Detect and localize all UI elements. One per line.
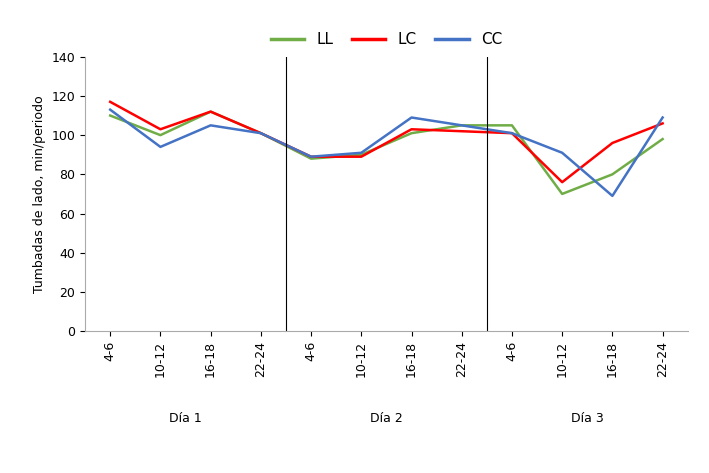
LC <box>257 131 265 136</box>
CC <box>659 114 667 120</box>
CC <box>257 131 265 136</box>
Line: LL: LL <box>110 112 663 194</box>
LL <box>206 109 215 114</box>
LL <box>457 123 466 128</box>
LC <box>457 128 466 134</box>
LL <box>608 172 617 177</box>
CC <box>508 131 516 136</box>
Text: Día 3: Día 3 <box>571 412 603 425</box>
LL <box>357 152 366 158</box>
LC <box>508 131 516 136</box>
LC <box>608 140 617 146</box>
LL <box>106 113 114 118</box>
LL <box>307 156 316 161</box>
CC <box>407 114 415 120</box>
LL <box>558 191 566 197</box>
LL <box>659 136 667 142</box>
CC <box>558 150 566 156</box>
CC <box>307 154 316 159</box>
LL <box>407 131 415 136</box>
LC <box>307 154 316 159</box>
Y-axis label: Tumbadas de lado, min/periodo: Tumbadas de lado, min/periodo <box>33 95 46 293</box>
CC <box>106 107 114 113</box>
Legend: LL, LC, CC: LL, LC, CC <box>264 26 508 53</box>
LL <box>257 131 265 136</box>
Line: CC: CC <box>110 110 663 196</box>
LL <box>156 132 164 138</box>
Text: Día 1: Día 1 <box>169 412 202 425</box>
Text: Día 2: Día 2 <box>370 412 403 425</box>
LC <box>357 154 366 159</box>
LC <box>156 126 164 132</box>
CC <box>357 150 366 156</box>
CC <box>156 144 164 150</box>
LL <box>508 123 516 128</box>
LC <box>206 109 215 114</box>
LC <box>558 179 566 185</box>
LC <box>407 126 415 132</box>
CC <box>608 193 617 199</box>
CC <box>206 123 215 128</box>
LC <box>106 99 114 105</box>
Line: LC: LC <box>110 102 663 182</box>
CC <box>457 123 466 128</box>
LC <box>659 121 667 126</box>
